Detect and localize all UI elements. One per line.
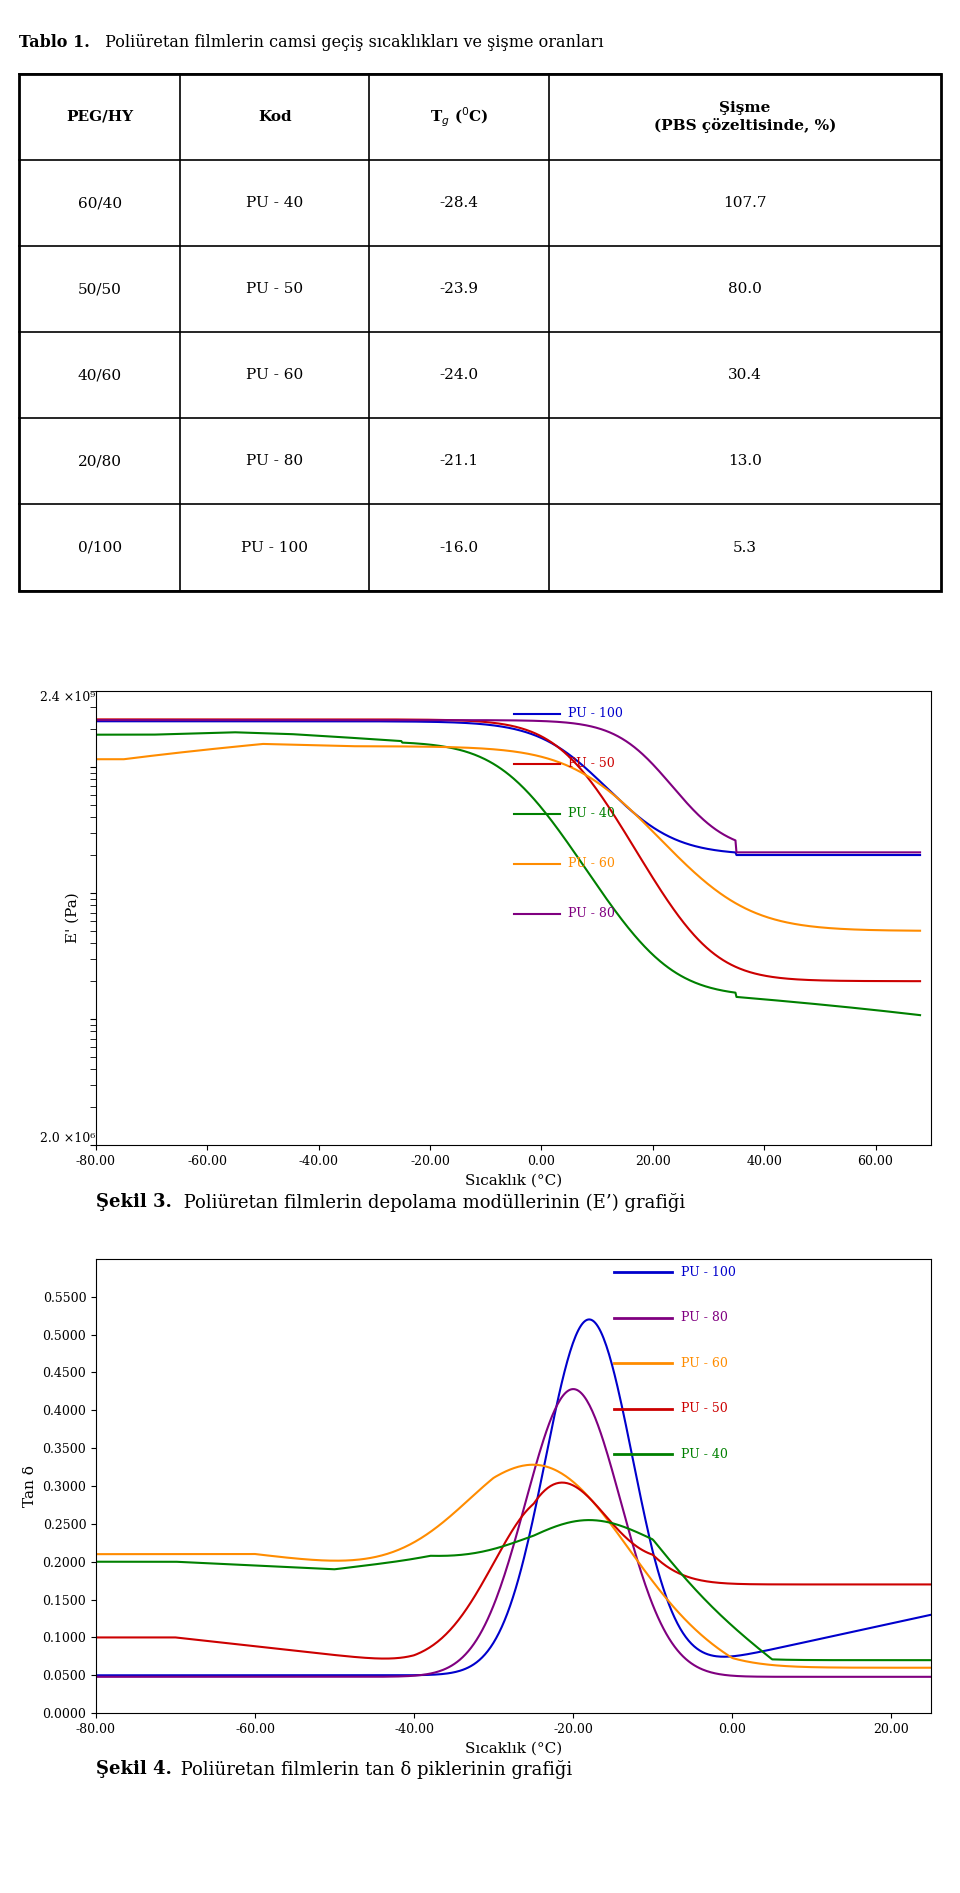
Text: Şekil 4.: Şekil 4. <box>96 1760 172 1779</box>
Text: -28.4: -28.4 <box>440 197 479 210</box>
Text: 30.4: 30.4 <box>728 369 762 382</box>
Y-axis label: E' (Pa): E' (Pa) <box>66 893 80 943</box>
Text: T$_g$ ($^0$C): T$_g$ ($^0$C) <box>430 106 489 129</box>
Text: Poliüretan filmlerin depolama modüllerinin (E’) grafiği: Poliüretan filmlerin depolama modüllerin… <box>178 1193 684 1212</box>
Text: -23.9: -23.9 <box>440 282 479 295</box>
Text: 20/80: 20/80 <box>78 454 122 468</box>
Text: 80.0: 80.0 <box>728 282 762 295</box>
Y-axis label: Tan δ: Tan δ <box>23 1465 36 1507</box>
Text: PU - 80: PU - 80 <box>681 1312 728 1325</box>
Text: PU - 50: PU - 50 <box>247 282 303 295</box>
Text: PU - 100: PU - 100 <box>568 708 623 719</box>
Text: PU - 50: PU - 50 <box>568 757 614 770</box>
Text: PEG/HY: PEG/HY <box>66 110 133 123</box>
Text: -21.1: -21.1 <box>440 454 479 468</box>
Text: 5.3: 5.3 <box>733 541 756 555</box>
Text: PU - 80: PU - 80 <box>247 454 303 468</box>
Text: 0/100: 0/100 <box>78 541 122 555</box>
Text: 2.4 ×10⁹: 2.4 ×10⁹ <box>40 691 95 704</box>
Text: 2.0 ×10⁶: 2.0 ×10⁶ <box>40 1132 95 1145</box>
Text: PU - 60: PU - 60 <box>681 1357 728 1371</box>
Text: Tablo 1.: Tablo 1. <box>19 34 90 51</box>
Text: 60/40: 60/40 <box>78 197 122 210</box>
Text: 13.0: 13.0 <box>728 454 762 468</box>
Text: PU - 60: PU - 60 <box>247 369 303 382</box>
Text: 50/50: 50/50 <box>78 282 122 295</box>
Text: PU - 40: PU - 40 <box>247 197 303 210</box>
X-axis label: Sıcaklık (°C): Sıcaklık (°C) <box>465 1742 563 1755</box>
Text: PU - 40: PU - 40 <box>568 806 614 820</box>
Text: PU - 60: PU - 60 <box>568 858 614 871</box>
Text: PU - 100: PU - 100 <box>242 541 308 555</box>
X-axis label: Sıcaklık (°C): Sıcaklık (°C) <box>465 1174 563 1187</box>
Text: PU - 40: PU - 40 <box>681 1448 728 1461</box>
Text: Poliüretan filmlerin tan δ piklerinin grafiği: Poliüretan filmlerin tan δ piklerinin gr… <box>175 1760 572 1779</box>
Text: 40/60: 40/60 <box>78 369 122 382</box>
Text: PU - 50: PU - 50 <box>681 1403 728 1416</box>
Text: Poliüretan filmlerin camsi geçiş sıcaklıkları ve şişme oranları: Poliüretan filmlerin camsi geçiş sıcaklı… <box>100 34 604 51</box>
Text: PU - 80: PU - 80 <box>568 907 614 920</box>
Text: 107.7: 107.7 <box>723 197 767 210</box>
Text: Şişme
(PBS çözeltisinde, %): Şişme (PBS çözeltisinde, %) <box>654 100 836 133</box>
Text: PU - 100: PU - 100 <box>681 1266 735 1280</box>
Text: Şekil 3.: Şekil 3. <box>96 1193 172 1212</box>
Text: -24.0: -24.0 <box>440 369 479 382</box>
Text: -16.0: -16.0 <box>440 541 479 555</box>
Text: Kod: Kod <box>258 110 292 123</box>
